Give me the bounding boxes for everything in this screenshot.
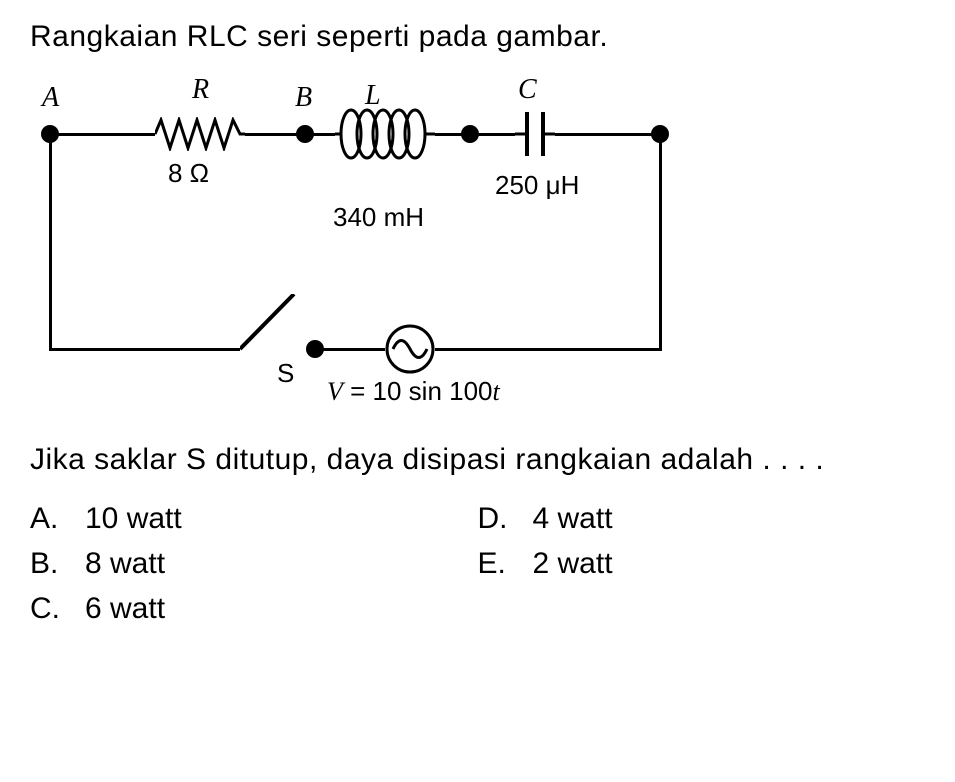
wire-A-to-R bbox=[50, 133, 155, 136]
option-A: A. 10 watt bbox=[30, 496, 478, 541]
label-A: A bbox=[42, 82, 59, 114]
label-S: S bbox=[277, 358, 294, 389]
option-text-D: 4 watt bbox=[533, 496, 613, 541]
circuit-diagram: A R B L C bbox=[40, 74, 680, 414]
value-C: 250 μH bbox=[495, 170, 579, 201]
question-intro: Rangkaian RLC seri seperti pada gambar. bbox=[30, 20, 925, 54]
option-letter-D: D. bbox=[478, 496, 533, 541]
wire-right-vertical bbox=[659, 134, 662, 351]
wire-bottom-left bbox=[50, 348, 240, 351]
value-R: 8 Ω bbox=[168, 158, 209, 189]
formula-V: V bbox=[327, 377, 343, 406]
option-C: C. 6 watt bbox=[30, 586, 478, 631]
option-letter-C: C. bbox=[30, 586, 85, 631]
wire-source-to-right bbox=[435, 348, 660, 351]
switch-icon bbox=[240, 294, 320, 354]
wire-R-to-B bbox=[245, 133, 305, 136]
option-B: B. 8 watt bbox=[30, 541, 478, 586]
option-text-B: 8 watt bbox=[85, 541, 165, 586]
capacitor-icon bbox=[515, 112, 555, 156]
wire-C-to-right bbox=[555, 133, 662, 136]
resistor-icon bbox=[155, 117, 245, 151]
wire-left-vertical bbox=[49, 134, 52, 351]
wire-L-to-C bbox=[435, 133, 515, 136]
wire-B-to-L bbox=[305, 133, 335, 136]
source-formula: V = 10 sin 100t bbox=[327, 376, 500, 407]
options-grid: A. 10 watt B. 8 watt C. 6 watt D. 4 watt… bbox=[30, 496, 925, 631]
inductor-icon bbox=[335, 107, 435, 161]
label-B: B bbox=[295, 82, 312, 114]
option-E: E. 2 watt bbox=[478, 541, 926, 586]
option-text-A: 10 watt bbox=[85, 496, 182, 541]
label-C: C bbox=[518, 74, 537, 106]
formula-eq: = 10 sin 100 bbox=[343, 376, 493, 406]
wire-switch-to-source bbox=[315, 348, 385, 351]
option-letter-E: E. bbox=[478, 541, 533, 586]
option-D: D. 4 watt bbox=[478, 496, 926, 541]
option-text-C: 6 watt bbox=[85, 586, 165, 631]
option-text-E: 2 watt bbox=[533, 541, 613, 586]
option-letter-A: A. bbox=[30, 496, 85, 541]
option-letter-B: B. bbox=[30, 541, 85, 586]
ac-source-icon bbox=[385, 324, 435, 374]
formula-t: t bbox=[493, 377, 500, 406]
question-body: Jika saklar S ditutup, daya disipasi ran… bbox=[30, 439, 925, 481]
label-R: R bbox=[192, 74, 209, 106]
value-L: 340 mH bbox=[333, 202, 424, 233]
